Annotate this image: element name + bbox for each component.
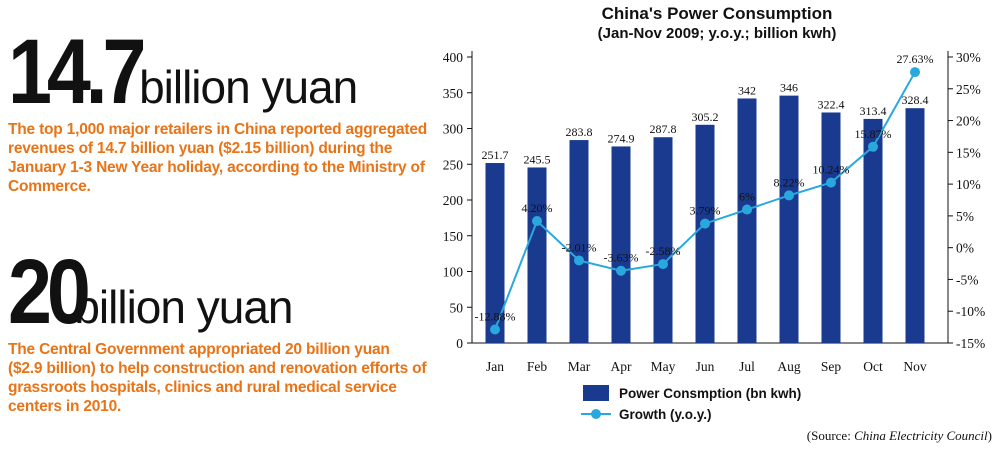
- right-tick-label: 0%: [956, 241, 974, 256]
- growth-point: [700, 218, 710, 229]
- left-tick-label: 100: [443, 265, 464, 280]
- right-tick-label: 10%: [956, 177, 981, 192]
- chart-subtitle: (Jan-Nov 2009; y.o.y.; billion kwh): [598, 25, 837, 42]
- x-tick-label: May: [651, 359, 676, 374]
- growth-value-label: 10.24%: [813, 163, 850, 177]
- x-tick-label: Sep: [821, 359, 842, 374]
- growth-point: [826, 177, 836, 188]
- bar: [695, 124, 715, 343]
- x-tick-label: Mar: [568, 359, 591, 374]
- bar: [779, 95, 799, 343]
- x-tick-label: Feb: [527, 359, 548, 374]
- x-tick-label: Aug: [777, 359, 800, 374]
- stat-number: 20: [8, 241, 91, 343]
- growth-point: [868, 141, 878, 152]
- left-tick-label: 250: [443, 157, 464, 172]
- bar: [821, 112, 841, 343]
- bar-value-label: 245.5: [524, 152, 551, 166]
- left-tick-label: 300: [443, 122, 464, 137]
- growth-point: [658, 259, 668, 270]
- bar: [527, 167, 547, 343]
- bar: [485, 163, 505, 343]
- source-prefix: (Source:: [806, 428, 855, 443]
- growth-value-label: 3.79%: [690, 204, 721, 218]
- bar-value-label: 346: [780, 81, 798, 95]
- legend-bar-label: Power Consmption (bn kwh): [619, 386, 801, 401]
- left-tick-label: 200: [443, 193, 464, 208]
- bar-value-label: 342: [738, 83, 756, 97]
- growth-point: [532, 215, 542, 226]
- bar-value-label: 283.8: [566, 125, 593, 139]
- stat-block-health: 20billion yuan The Central Government ap…: [8, 246, 428, 416]
- bar-value-label: 251.7: [482, 148, 509, 162]
- legend-bar-swatch: [583, 385, 609, 401]
- right-tick-label: -15%: [956, 336, 985, 351]
- stat-description: The top 1,000 major retailers in China r…: [8, 121, 428, 195]
- chart-title: China's Power Consumption: [602, 4, 833, 23]
- growth-value-label: -12.88%: [475, 310, 516, 324]
- left-tick-label: 0: [456, 336, 463, 351]
- bar: [653, 137, 673, 343]
- bar-value-label: 328.4: [902, 93, 929, 107]
- growth-value-label: 8.22%: [774, 175, 805, 189]
- bar: [737, 98, 757, 343]
- x-tick-label: Jan: [486, 359, 504, 374]
- stat-number: 14.7: [8, 21, 147, 123]
- growth-value-label: -2.58%: [646, 244, 681, 258]
- x-tick-label: Jul: [739, 359, 755, 374]
- growth-point: [574, 255, 584, 266]
- legend-line-label: Growth (y.o.y.): [619, 407, 712, 422]
- growth-value-label: -3.63%: [604, 251, 639, 265]
- bar: [905, 108, 925, 343]
- left-tick-label: 400: [443, 50, 464, 65]
- source-note: (Source: China Electricity Council): [807, 428, 992, 444]
- right-tick-label: 5%: [956, 209, 974, 224]
- stat-headline: 20billion yuan: [8, 246, 428, 338]
- bar-value-label: 305.2: [692, 110, 719, 124]
- growth-value-label: 27.63%: [897, 52, 934, 66]
- right-tick-label: -10%: [956, 304, 985, 319]
- bar-value-label: 274.9: [608, 131, 635, 145]
- left-tick-label: 50: [450, 300, 464, 315]
- growth-point: [490, 324, 500, 335]
- bar: [611, 146, 631, 343]
- x-tick-label: Nov: [903, 359, 926, 374]
- x-tick-label: Oct: [863, 359, 883, 374]
- x-tick-label: Jun: [696, 359, 715, 374]
- bar-value-label: 313.4: [860, 104, 887, 118]
- growth-value-label: -2.01%: [562, 240, 597, 254]
- growth-point: [616, 265, 626, 276]
- stat-unit: billion yuan: [74, 281, 293, 333]
- left-tick-label: 150: [443, 229, 464, 244]
- source-name: China Electricity Council: [854, 428, 988, 443]
- source-suffix: ): [987, 428, 992, 443]
- right-tick-label: 15%: [956, 145, 981, 160]
- legend-line-marker: [591, 409, 601, 419]
- stat-description: The Central Government appropriated 20 b…: [8, 341, 427, 415]
- stat-unit: billion yuan: [139, 61, 358, 113]
- right-tick-label: -5%: [956, 272, 979, 287]
- growth-point: [742, 204, 752, 215]
- bar-value-label: 287.8: [650, 122, 677, 136]
- x-tick-label: Apr: [611, 359, 632, 374]
- growth-value-label: 4.20%: [522, 201, 553, 215]
- growth-value-label: 6%: [739, 190, 755, 204]
- right-tick-label: 20%: [956, 114, 981, 129]
- stat-block-retail: 14.7billion yuan The top 1,000 major ret…: [8, 26, 428, 196]
- growth-point: [910, 67, 920, 78]
- growth-value-label: 15.87%: [855, 127, 892, 141]
- left-tick-label: 350: [443, 86, 464, 101]
- stat-headline: 14.7billion yuan: [8, 26, 428, 118]
- bar-value-label: 322.4: [818, 97, 845, 111]
- growth-point: [784, 190, 794, 201]
- right-tick-label: 25%: [956, 82, 981, 97]
- right-tick-label: 30%: [956, 50, 981, 65]
- bar: [863, 118, 883, 343]
- bar: [569, 140, 589, 343]
